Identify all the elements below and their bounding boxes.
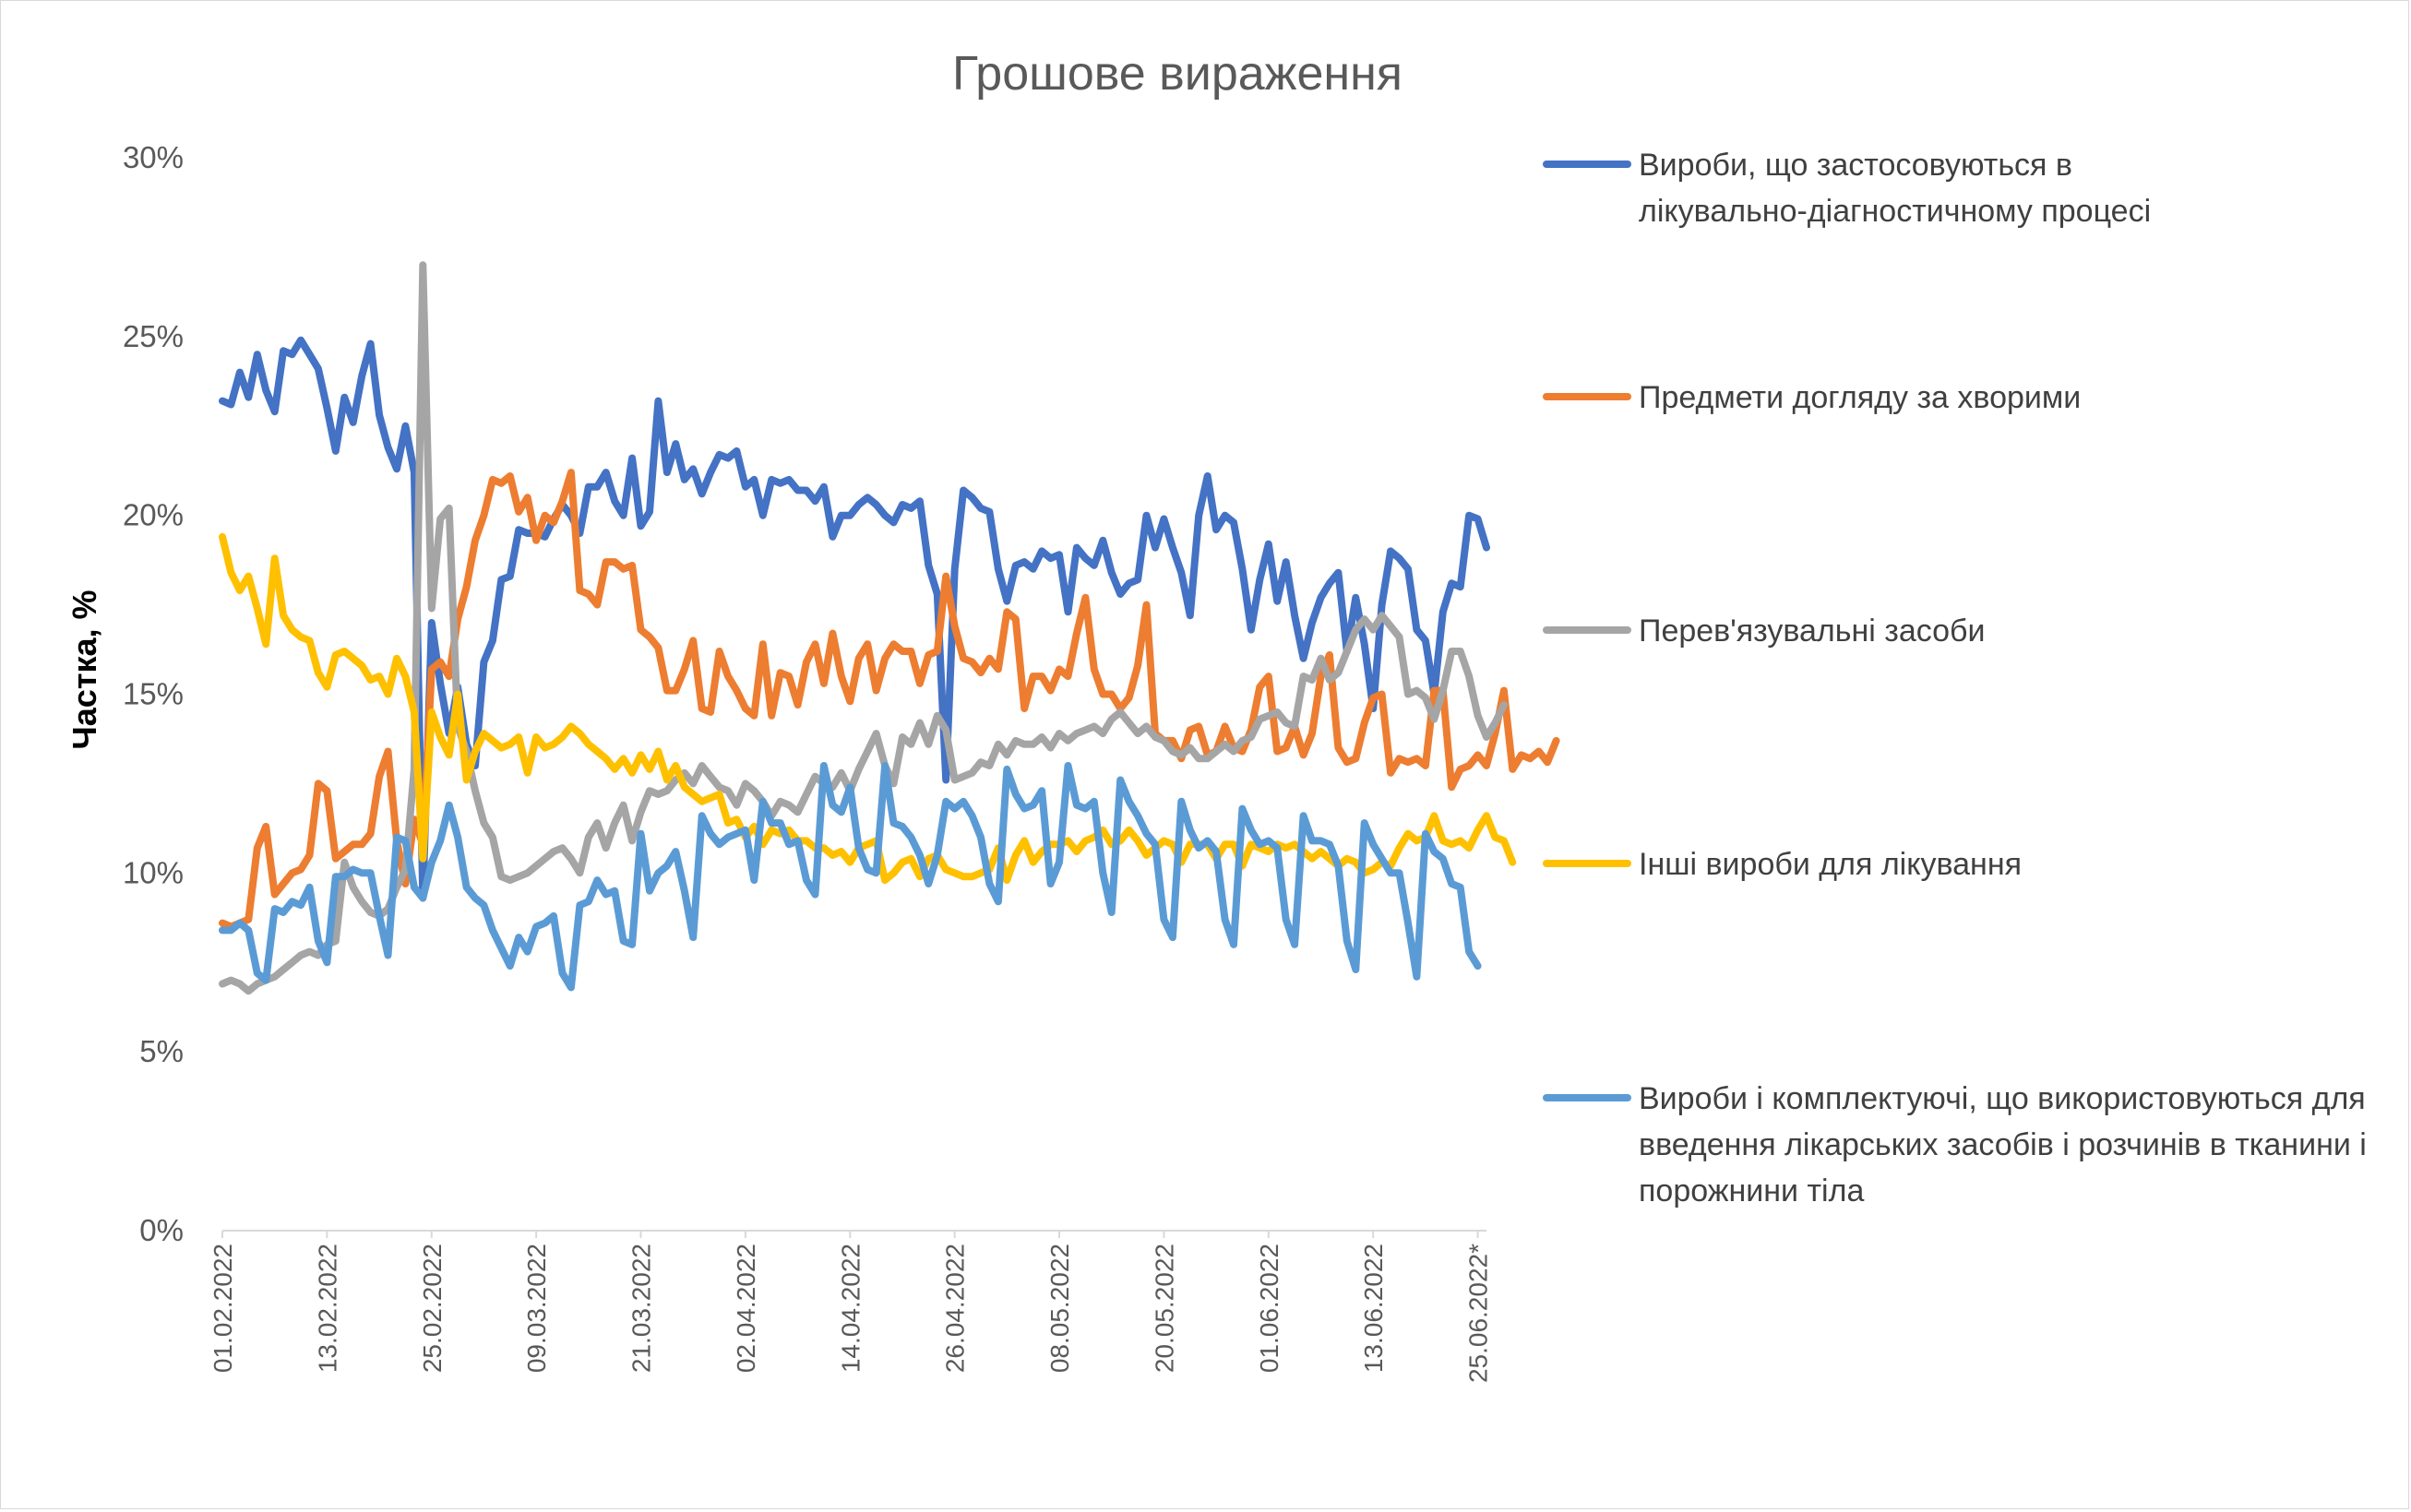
series-line-5 bbox=[219, 762, 1482, 992]
y-axis-ticks: 0% 5% 10% 15% 20% 25% 30% bbox=[123, 140, 184, 1247]
x-tick-label: 13.02.2022 bbox=[313, 1244, 341, 1373]
x-tick-label: 25.02.2022 bbox=[418, 1244, 447, 1373]
series-line-3 bbox=[219, 261, 1508, 995]
legend-label: Вироби і комплектуючі, що використовують… bbox=[1639, 1081, 2367, 1208]
x-tick-label: 02.04.2022 bbox=[732, 1244, 760, 1373]
y-tick-label: 0% bbox=[139, 1213, 184, 1247]
legend-entry-4: Інші вироби для лікування bbox=[1543, 847, 2022, 882]
legend-entry-1: Вироби, що застосовуються в лікувально-ді… bbox=[1543, 148, 2151, 229]
x-tick-label: 01.06.2022 bbox=[1255, 1244, 1283, 1373]
series-line-4 bbox=[219, 532, 1517, 885]
x-tick-label: 26.04.2022 bbox=[941, 1244, 970, 1373]
x-tick-label: 21.03.2022 bbox=[627, 1244, 656, 1373]
y-tick-label: 25% bbox=[123, 319, 184, 353]
legend-label: Інші вироби для лікування bbox=[1639, 847, 2022, 882]
x-tick-label: 25.06.2022* bbox=[1464, 1244, 1493, 1383]
legend-label: Перев'язувальні засоби bbox=[1639, 613, 1986, 649]
y-tick-label: 15% bbox=[123, 677, 184, 711]
x-tick-label: 20.05.2022 bbox=[1150, 1244, 1178, 1373]
legend-entry-5: Вироби і комплектуючі, що використовують… bbox=[1543, 1081, 2367, 1208]
y-tick-label: 10% bbox=[123, 855, 184, 889]
x-tick-label: 13.06.2022 bbox=[1359, 1244, 1388, 1373]
x-tick-label: 09.03.2022 bbox=[522, 1244, 551, 1373]
series-line-2 bbox=[219, 469, 1560, 931]
legend-label: Вироби, що застосовуються в лікувально-ді… bbox=[1639, 148, 2151, 229]
series-line-1 bbox=[219, 336, 1490, 902]
legend: Вироби, що застосовуються в лікувально-ді… bbox=[1543, 148, 2367, 1208]
y-tick-label: 20% bbox=[123, 498, 184, 532]
x-axis-ticks: 01.02.2022 13.02.2022 25.02.2022 09.03.2022… bbox=[209, 1231, 1493, 1383]
x-tick-label: 08.05.2022 bbox=[1045, 1244, 1074, 1373]
y-tick-label: 30% bbox=[123, 140, 184, 174]
x-tick-label: 01.02.2022 bbox=[209, 1244, 237, 1373]
chart-title: Грошове вираження bbox=[952, 47, 1402, 101]
legend-entry-2: Предмети догляду за хворими bbox=[1543, 380, 2081, 415]
series-layer bbox=[219, 261, 1560, 995]
x-tick-label: 14.04.2022 bbox=[836, 1244, 865, 1373]
y-axis-label: Частка, % bbox=[66, 589, 103, 749]
y-tick-label: 5% bbox=[139, 1034, 184, 1068]
legend-entry-3: Перев'язувальні засоби bbox=[1543, 613, 1986, 649]
legend-label: Предмети догляду за хворими bbox=[1639, 380, 2081, 415]
